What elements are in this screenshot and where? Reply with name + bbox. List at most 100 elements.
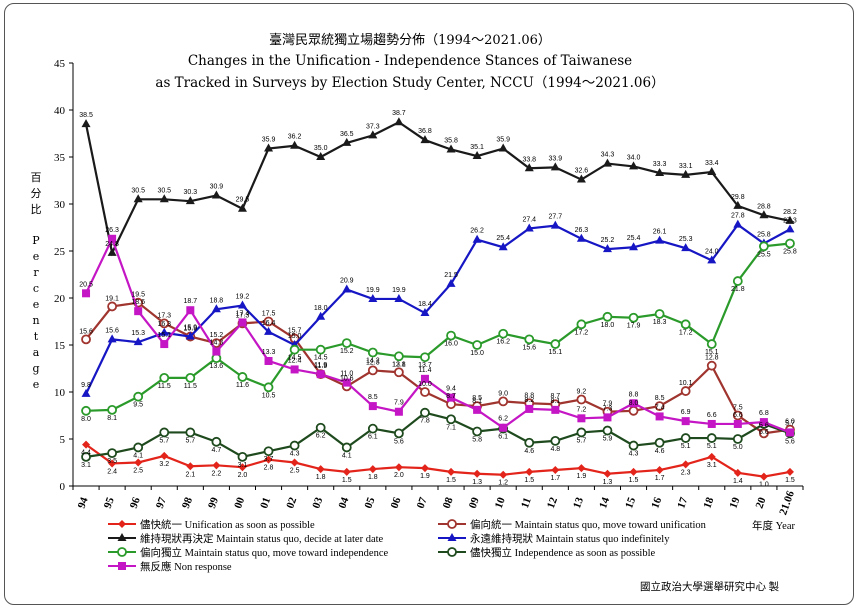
series-layer <box>81 117 795 481</box>
data-point <box>758 428 769 439</box>
data-label: 36.2 <box>288 134 302 141</box>
data-point <box>446 144 456 153</box>
series-0 <box>82 440 794 481</box>
data-point <box>107 334 117 343</box>
data-label: 30.3 <box>184 189 198 196</box>
data-label: 35.9 <box>496 137 510 144</box>
data-point <box>316 311 326 320</box>
data-label: 1.0 <box>759 482 769 489</box>
data-label: 26.2 <box>470 228 484 235</box>
data-label: 10.6 <box>340 375 354 382</box>
series-line <box>85 443 791 478</box>
data-label: 8.0 <box>81 416 91 423</box>
data-label: 6.1 <box>368 434 378 441</box>
data-point <box>785 238 795 249</box>
data-label: 1.4 <box>733 478 743 485</box>
data-label: 1.8 <box>316 474 326 481</box>
data-point <box>681 460 690 469</box>
data-label: 17.3 <box>236 312 250 319</box>
data-label: 25.2 <box>601 237 615 244</box>
data-point <box>758 241 769 252</box>
data-point <box>133 337 143 346</box>
data-point <box>524 437 535 448</box>
data-label: 1.5 <box>629 477 639 484</box>
legend-item-6: 無反應 Non response <box>108 560 232 573</box>
data-label: 15.1 <box>705 349 719 356</box>
data-label: 1.9 <box>577 473 587 480</box>
data-point <box>577 414 586 423</box>
data-point <box>499 470 508 479</box>
data-label: 32.6 <box>575 168 589 175</box>
y-label-en-char: e <box>33 378 40 391</box>
data-label: 5.1 <box>681 443 691 450</box>
data-point <box>602 244 612 253</box>
data-label: 18.0 <box>601 322 615 329</box>
data-label: 7.9 <box>603 401 613 408</box>
legend-label: 無反應 Non response <box>140 560 232 573</box>
data-point <box>368 293 378 302</box>
data-label: 4.7 <box>212 447 222 454</box>
y-label-en-char: a <box>33 346 40 359</box>
data-label: 10.1 <box>679 380 693 387</box>
data-point <box>732 276 743 286</box>
data-label: 6.6 <box>759 429 769 436</box>
data-point <box>498 242 508 251</box>
data-label: 25.4 <box>496 235 510 242</box>
data-label: 34.0 <box>627 154 641 161</box>
data-label: 12.1 <box>392 361 406 368</box>
data-point <box>420 464 429 473</box>
data-point <box>628 440 639 451</box>
data-point <box>654 309 665 319</box>
data-label: 8.1 <box>472 398 482 405</box>
data-label: 19.1 <box>105 295 119 302</box>
data-label: 5.7 <box>577 437 587 444</box>
data-point <box>654 401 665 412</box>
data-label: 28.8 <box>757 203 771 210</box>
data-point <box>759 418 768 427</box>
data-label: 1.7 <box>550 475 560 482</box>
data-label: 17.3 <box>157 312 171 319</box>
y-tick-label: 0 <box>60 481 66 493</box>
data-label: 35.0 <box>314 145 328 152</box>
x-axis: 94 95 96 97 98 99 00 01 02 03 04 05 06 07 08 09 10 11 12 13… <box>72 485 804 517</box>
data-label: 4.3 <box>629 451 639 458</box>
data-label: 5.8 <box>472 436 482 443</box>
data-point <box>264 356 273 365</box>
data-label: 18.3 <box>653 319 667 326</box>
data-point <box>316 152 326 160</box>
data-label: 21.8 <box>731 286 745 293</box>
data-label: 33.8 <box>522 156 536 163</box>
data-label: 18.8 <box>210 297 224 304</box>
data-label: 26.1 <box>653 229 667 236</box>
data-point <box>341 442 352 453</box>
data-label: 8.5 <box>655 395 665 402</box>
data-label: 3.1 <box>238 462 248 469</box>
data-point <box>472 340 483 350</box>
data-label: 11.6 <box>236 382 249 389</box>
data-point <box>134 307 143 316</box>
x-tick-label: 04 <box>336 495 351 510</box>
data-point <box>446 330 456 341</box>
chart-title-en-line1: Changes in the Unification - Independenc… <box>188 53 632 69</box>
series-line <box>85 235 791 434</box>
data-label: 25.4 <box>627 235 641 242</box>
y-label-en-char: g <box>32 362 39 375</box>
data-point <box>681 169 691 178</box>
data-point <box>367 423 378 434</box>
data-point <box>629 467 638 476</box>
data-point <box>108 459 117 468</box>
data-label: 8.7 <box>550 393 560 400</box>
data-label: 37.3 <box>366 123 380 130</box>
data-label: 25.5 <box>757 251 771 258</box>
data-label: 16.2 <box>496 339 510 346</box>
y-label-en-char: c <box>33 282 39 295</box>
data-label: 8.5 <box>472 395 482 402</box>
data-label: 27.8 <box>731 213 745 220</box>
data-label: 35.9 <box>262 137 276 144</box>
data-label: 35.1 <box>470 144 484 151</box>
x-tick-label: 18 <box>701 495 716 510</box>
data-label: 1.5 <box>342 477 352 484</box>
data-label: 6.2 <box>498 416 508 423</box>
series-2 <box>81 117 795 257</box>
